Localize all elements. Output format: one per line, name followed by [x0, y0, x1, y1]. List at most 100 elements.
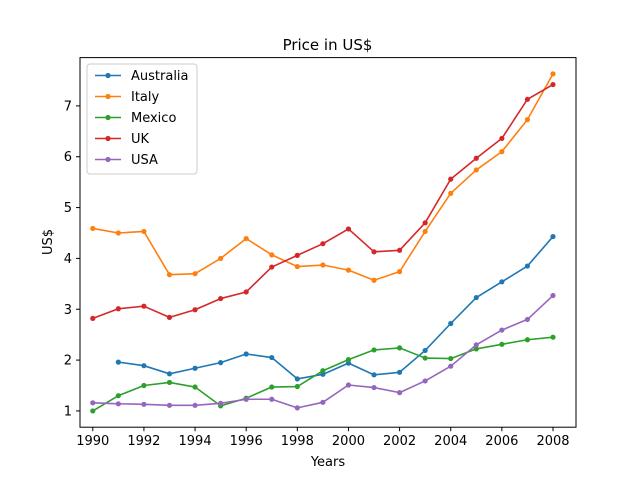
- data-point-uk: [345, 226, 352, 232]
- data-point-australia: [371, 372, 377, 378]
- data-point-mexico: [320, 368, 326, 374]
- data-point-australia: [345, 360, 352, 366]
- data-point-usa: [371, 384, 377, 391]
- data-point-australia: [115, 359, 121, 365]
- data-point-usa: [269, 396, 275, 402]
- data-point-australia: [192, 365, 198, 371]
- series-layer: [90, 71, 556, 414]
- data-point-usa: [396, 390, 403, 396]
- data-point-australia: [422, 347, 428, 354]
- data-point-italy: [473, 167, 479, 173]
- legend-marker: [105, 156, 111, 163]
- data-point-italy: [269, 252, 275, 258]
- data-point-mexico: [473, 346, 479, 352]
- data-point-australia: [294, 376, 300, 382]
- x-tick-label: 2002: [383, 434, 416, 449]
- legend-label: USA: [131, 153, 158, 168]
- data-point-australia: [243, 351, 249, 357]
- data-point-uk: [269, 264, 275, 270]
- x-tick-label: 2004: [434, 434, 467, 449]
- x-tick-label: 2008: [536, 434, 569, 449]
- x-tick-label: 1996: [230, 434, 263, 449]
- data-point-italy: [371, 277, 377, 283]
- data-point-uk: [473, 155, 479, 161]
- data-point-uk: [371, 249, 377, 255]
- series-mexico: [90, 334, 556, 414]
- data-point-australia: [499, 279, 505, 285]
- data-point-uk: [524, 96, 531, 102]
- legend-marker: [105, 114, 111, 121]
- data-point-usa: [90, 400, 96, 406]
- x-tick-label: 1998: [281, 434, 314, 449]
- x-tick-label: 2006: [485, 434, 518, 449]
- data-point-australia: [550, 233, 556, 240]
- data-point-italy: [550, 71, 556, 77]
- data-point-usa: [473, 342, 479, 348]
- data-point-italy: [115, 230, 121, 236]
- data-point-italy: [141, 228, 147, 235]
- data-point-usa: [141, 401, 147, 407]
- data-point-usa: [320, 399, 326, 405]
- legend-frame: [86, 63, 198, 175]
- data-point-usa: [192, 402, 198, 408]
- legend-marker: [105, 93, 111, 100]
- data-point-mexico: [115, 393, 121, 399]
- data-point-italy: [524, 117, 531, 123]
- data-point-usa: [550, 292, 556, 299]
- data-point-mexico: [524, 337, 531, 343]
- x-axis: 1990 1992 1994 1996 1998 2000 2002 2004 2006 2008: [76, 427, 570, 449]
- data-point-mexico: [550, 334, 556, 340]
- x-tick-label: 1990: [76, 434, 109, 449]
- data-point-mexico: [448, 355, 454, 362]
- y-axis-title: US$: [41, 229, 56, 255]
- y-axis: 1 2 3 4 5 6 7: [64, 99, 80, 419]
- y-tick-label: 1: [64, 404, 72, 419]
- data-point-usa: [422, 378, 428, 384]
- legend-marker: [105, 72, 111, 79]
- x-axis-title: Years: [310, 455, 346, 470]
- legend-label: Australia: [131, 69, 189, 84]
- data-point-mexico: [294, 383, 300, 390]
- data-point-mexico: [422, 355, 428, 361]
- x-tick-label: 1992: [127, 434, 160, 449]
- y-tick-label: 5: [64, 201, 72, 216]
- plot-area-frame: [79, 57, 577, 428]
- chart-title: Price in US$: [283, 36, 373, 54]
- data-point-usa: [294, 405, 300, 411]
- data-point-italy: [192, 271, 198, 277]
- data-point-uk: [115, 306, 121, 312]
- data-point-uk: [499, 135, 505, 142]
- legend-label: Mexico: [131, 111, 176, 126]
- data-point-italy: [345, 267, 352, 273]
- y-tick-label: 7: [64, 99, 72, 114]
- data-point-uk: [294, 252, 300, 258]
- data-point-australia: [166, 371, 173, 377]
- legend-marker: [105, 135, 111, 142]
- data-point-uk: [396, 247, 403, 253]
- legend-label: Italy: [131, 90, 160, 105]
- data-point-uk: [192, 307, 198, 313]
- legend: Australia Italy Mexico UK USA: [86, 63, 198, 175]
- data-point-italy: [166, 272, 173, 278]
- x-tick-label: 1994: [179, 434, 212, 449]
- data-point-italy: [448, 190, 454, 196]
- data-point-australia: [524, 263, 531, 269]
- data-point-italy: [294, 263, 300, 270]
- data-point-mexico: [166, 379, 173, 386]
- data-point-uk: [243, 289, 249, 295]
- data-point-uk: [448, 176, 454, 182]
- data-point-uk: [218, 295, 224, 302]
- data-point-mexico: [90, 408, 96, 414]
- data-point-uk: [166, 314, 173, 320]
- data-point-australia: [448, 320, 454, 327]
- data-point-australia: [473, 294, 479, 301]
- data-point-uk: [422, 220, 428, 226]
- data-point-australia: [320, 371, 326, 377]
- data-point-usa: [218, 400, 224, 406]
- data-point-usa: [524, 316, 531, 323]
- data-point-australia: [218, 360, 224, 366]
- data-point-mexico: [141, 382, 147, 389]
- data-point-usa: [115, 401, 121, 407]
- series-uk: [90, 81, 556, 322]
- series-usa: [90, 292, 556, 411]
